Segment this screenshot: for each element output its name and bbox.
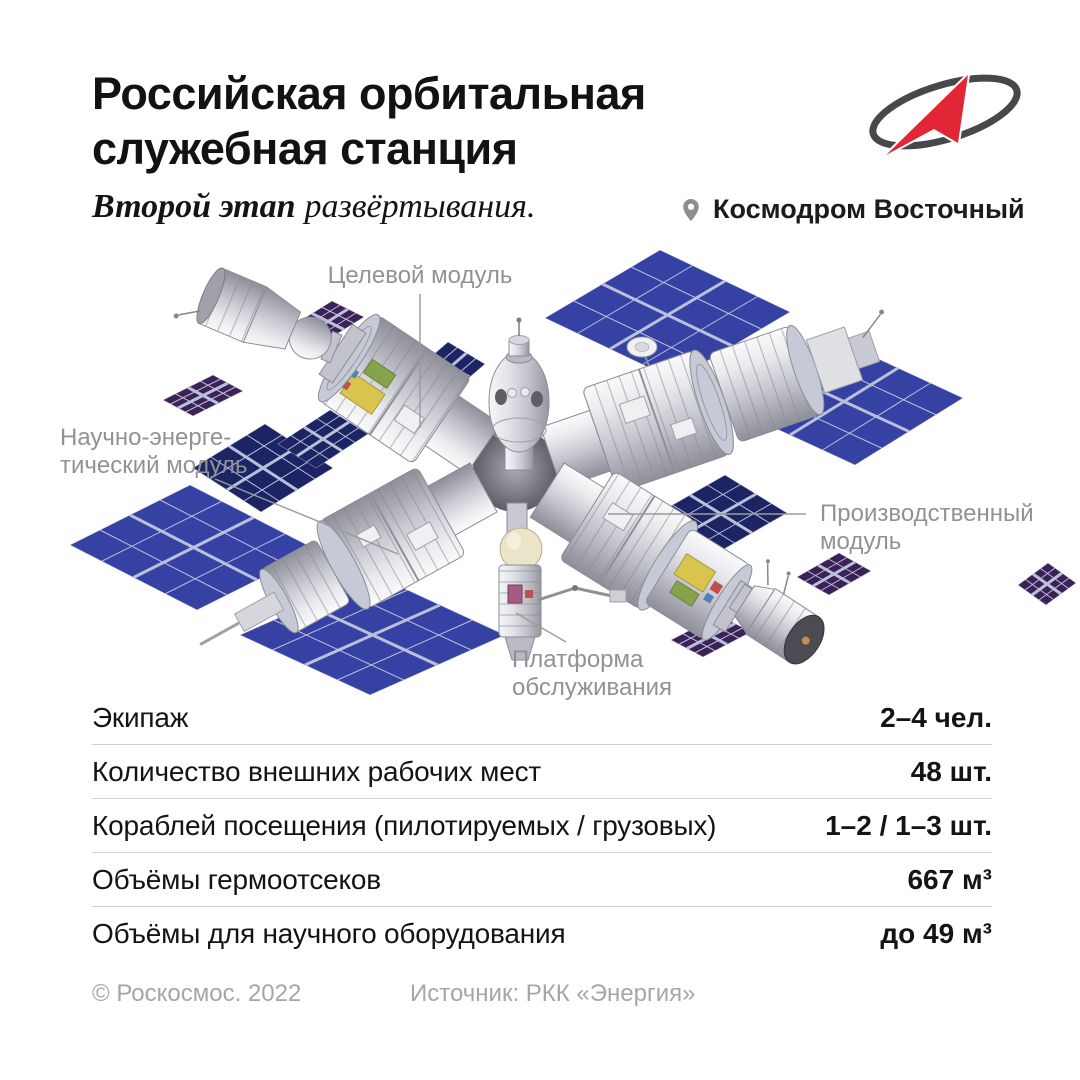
module-arm-upper-right	[539, 309, 885, 492]
table-row: Количество внешних рабочих мест 48 шт.	[92, 745, 992, 799]
module-arm-target	[317, 314, 501, 475]
spec-value: 48 шт.	[910, 755, 992, 787]
page-title-line2: служебная станция	[92, 123, 518, 174]
dome-module	[488, 317, 550, 471]
service-platform	[498, 502, 627, 661]
spec-label: Экипаж	[92, 701, 189, 733]
copyright-note: © Роскосмос. 2022	[92, 980, 302, 1007]
soyuz2-panel-upper	[796, 552, 872, 596]
table-row: Экипаж 2–4 чел.	[92, 691, 992, 745]
roscosmos-logo-icon	[869, 73, 1021, 157]
solar-wing-purple-edge	[1017, 562, 1077, 606]
spec-label: Объёмы для научного оборудования	[92, 917, 566, 949]
table-row: Кораблей посещения (пилотируемых / грузо…	[92, 799, 992, 853]
subtitle-emphasis: Второй этап	[92, 188, 296, 225]
label-production-module: Производственный модуль	[820, 500, 1040, 556]
label-service-platform-line1: Платформа	[512, 646, 644, 673]
specs-table: Экипаж 2–4 чел. Количество внешних рабоч…	[92, 691, 992, 960]
label-production-line1: Производственный	[820, 500, 1034, 527]
launch-site: Космодром Восточный	[678, 194, 1025, 225]
label-science-power-module: Научно-энерге- тический модуль	[60, 424, 280, 480]
soyuz-spacecraft-lower-right	[728, 559, 825, 665]
spec-label: Объёмы гермоотсеков	[92, 863, 381, 895]
label-target-module: Целевой модуль	[327, 262, 513, 289]
module-arm-production	[529, 462, 754, 641]
soyuz-spacecraft-upper-left	[173, 267, 343, 364]
module-arm-science-power	[199, 462, 498, 646]
subtitle: Второй этап развёртывания.	[92, 188, 535, 226]
spec-label: Кораблей посещения (пилотируемых / грузо…	[92, 809, 717, 841]
spec-value: 667 м³	[907, 863, 992, 895]
page-title-line1: Российская орбитальная	[92, 68, 646, 119]
leader-lines	[214, 294, 806, 643]
page-title: Российская орбитальная служебная станция	[92, 66, 646, 176]
launch-site-label: Космодром Восточный	[713, 194, 1025, 224]
label-service-platform: Платформа обслуживания	[512, 646, 732, 702]
label-service-platform-line2: обслуживания	[512, 674, 673, 701]
source-note: Источник: РКК «Энергия»	[410, 980, 696, 1007]
soyuz1-panel-lower	[162, 374, 244, 417]
subtitle-rest: развёртывания.	[304, 188, 536, 225]
table-row: Объёмы гермоотсеков 667 м³	[92, 853, 992, 907]
spec-label: Количество внешних рабочих мест	[92, 755, 541, 787]
label-science-power-line1: Научно-энерге-	[60, 424, 232, 451]
label-production-line2: модуль	[820, 528, 902, 555]
spec-value: 1–2 / 1–3 шт.	[825, 809, 992, 841]
station-diagram	[0, 240, 1077, 700]
label-science-power-line2: тический модуль	[60, 452, 248, 479]
spec-value: 2–4 чел.	[880, 701, 992, 733]
location-pin-icon	[683, 198, 699, 221]
table-row: Объёмы для научного оборудования до 49 м…	[92, 907, 992, 960]
roscosmos-arrow	[884, 73, 970, 157]
spec-value: до 49 м³	[880, 917, 992, 949]
